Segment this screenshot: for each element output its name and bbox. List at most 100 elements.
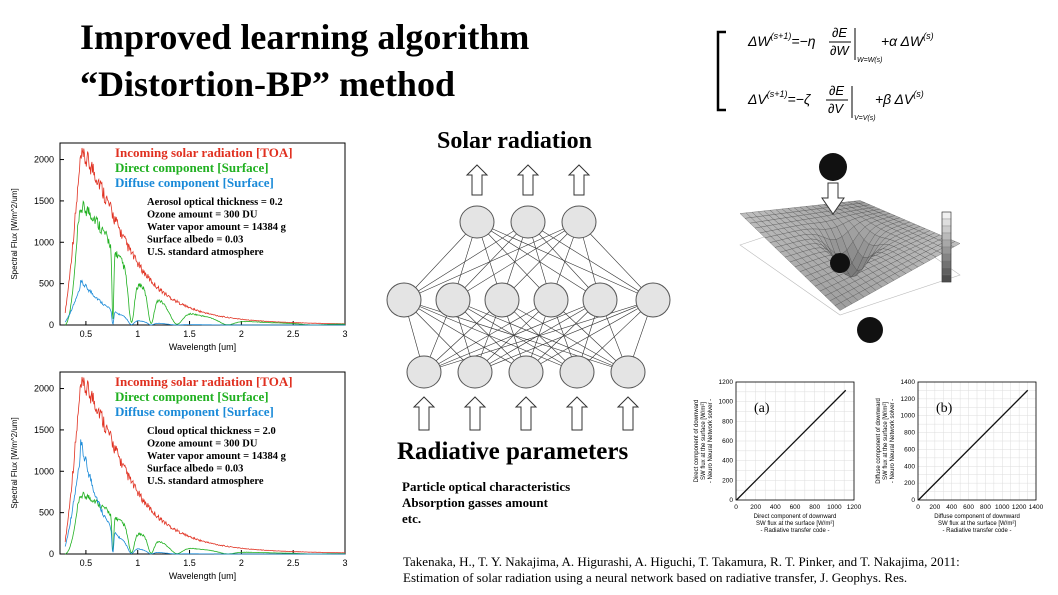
y-axis-label: SW flux at the surface [W/m²] [883, 402, 889, 480]
condition-text: Cloud optical thickness = 2.0 [147, 426, 276, 437]
x-axis-label: Wavelength [um] [169, 342, 236, 352]
eq1-rhs: +α ΔW(s) [881, 31, 934, 49]
x-tick-label: 2 [239, 558, 244, 568]
condition-text: Surface albedo = 0.03 [147, 464, 243, 475]
nn-note-1: Particle optical characteristics [402, 479, 571, 494]
condition-text: Surface albedo = 0.03 [147, 235, 243, 246]
hidden-neuron [484, 282, 520, 318]
nn-note-2: Absorption gasses amount [402, 495, 548, 510]
x-tick-label: 400 [946, 504, 957, 511]
x-tick-label: 1.5 [183, 558, 196, 568]
y-axis-label: Spectral Flux [W/m^2/um] [10, 188, 19, 279]
colorbar [941, 211, 952, 283]
y-tick-label: 200 [904, 480, 915, 487]
input-neuron [610, 355, 646, 389]
svg-text:∂E: ∂E [832, 25, 847, 40]
spectrum-chart-aerosol: 0 500 1000 1500 2000 0.5 1 1.5 2 2.5 3 Wavelength [… [10, 142, 348, 352]
y-tick-label: 1200 [719, 379, 734, 386]
condition-text: Ozone amount = 300 DU [147, 210, 258, 221]
error-surface-diagram [739, 153, 961, 343]
svg-text:V=V(s): V=V(s) [854, 115, 876, 122]
x-tick-label: 2.5 [287, 329, 300, 339]
x-axis-label: - Radiative transfer code - [942, 528, 1011, 534]
ball-minimum-icon [830, 253, 850, 273]
scatter-points [917, 389, 1029, 501]
y-tick-label: 0 [911, 497, 915, 504]
toa-curve [64, 147, 346, 325]
x-tick-label: 3 [342, 329, 347, 339]
panel-tag: (b) [936, 401, 953, 416]
plot-frame [917, 381, 1037, 501]
condition-text: Water vapor amount = 14384 g [147, 222, 287, 233]
scatter-plot-diffuse: 0020020040040060060080080010001000120012… [876, 379, 1044, 534]
x-tick-label: 400 [770, 504, 781, 511]
direct-curve [65, 491, 345, 555]
condition-text: Water vapor amount = 14384 g [147, 451, 287, 462]
y-axis-label: Direct component of downward [694, 400, 700, 483]
condition-text: Aerosol optical thickness = 0.2 [147, 197, 283, 208]
y-tick-label: 200 [722, 477, 733, 484]
y-tick-label: 1000 [901, 413, 916, 420]
nn-note-3: etc. [402, 511, 422, 526]
svg-text:W=W(s): W=W(s) [857, 57, 882, 64]
y-axis-label: - Neuro Neural Network solver - [708, 399, 714, 483]
x-tick-label: 800 [980, 504, 991, 511]
input-neuron [508, 355, 544, 389]
x-tick-label: 1000 [827, 504, 842, 511]
y-tick-label: 600 [722, 438, 733, 445]
spectrum-chart-cloud: 0 500 1000 1500 2000 0.5 1 1.5 2 2.5 3 Wavelength [… [10, 371, 348, 581]
direct-curve [64, 200, 345, 326]
toa-curve [64, 376, 346, 554]
hidden-neuron [533, 282, 569, 318]
scatter-plot-direct: 00 200 200 400 400 600 600 800 800 1000 1000 1200 12… [694, 379, 862, 534]
y-axis-label: SW flux at the surface [W/m²] [701, 402, 707, 480]
x-tick-label: 0 [734, 504, 738, 511]
x-tick-label: 1 [135, 329, 140, 339]
neural-network-diagram [386, 164, 671, 431]
eq1-lhs: ΔW(s+1)=−η [747, 31, 816, 49]
y-tick-label: 400 [904, 463, 915, 470]
y-tick-label: 0 [729, 497, 733, 504]
hidden-neuron [635, 282, 671, 318]
x-tick-label: 800 [809, 504, 820, 511]
y-tick-label: 600 [904, 446, 915, 453]
legend-toa: Incoming solar radiation [TOA] [115, 374, 293, 389]
x-tick-label: 2.5 [287, 558, 300, 568]
input-arrow-icon [412, 396, 436, 431]
y-tick-label: 1000 [719, 399, 734, 406]
svg-text:∂E: ∂E [829, 83, 844, 98]
nn-input-label: Radiative parameters [397, 438, 629, 465]
input-arrow-icon [514, 396, 538, 431]
diffuse-curve [64, 439, 345, 555]
eq2-lhs: ΔV(s+1)=−ζ [747, 89, 812, 107]
output-neuron [561, 205, 597, 239]
hidden-neuron [435, 282, 471, 318]
plot-frame [735, 381, 855, 501]
x-tick-label: 200 [750, 504, 761, 511]
svg-text:∂V: ∂V [828, 101, 844, 116]
output-neuron [459, 205, 495, 239]
y-axis-label: - Neuro Neural Network solver - [890, 399, 896, 483]
x-tick-label: 0.5 [80, 329, 93, 339]
nn-output-label: Solar radiation [437, 128, 592, 154]
x-axis-label: Direct component of downward [754, 514, 837, 520]
y-tick-label: 2000 [34, 384, 54, 394]
y-tick-label: 1500 [34, 196, 54, 206]
panel-tag: (a) [754, 401, 770, 416]
y-tick-label: 1000 [34, 237, 54, 247]
x-axis-label: Wavelength [um] [169, 571, 236, 581]
input-arrow-icon [616, 396, 640, 431]
x-tick-label: 600 [790, 504, 801, 511]
x-tick-label: 0.5 [80, 558, 93, 568]
equation-bracket [716, 30, 726, 112]
legend-direct: Direct component [Surface] [115, 389, 269, 404]
x-tick-label: 200 [929, 504, 940, 511]
y-tick-label: 0 [49, 549, 54, 559]
down-arrow-icon [821, 182, 845, 215]
input-arrow-icon [565, 396, 589, 431]
y-tick-label: 500 [39, 508, 54, 518]
input-arrow-icon [463, 396, 487, 431]
y-tick-label: 1000 [34, 466, 54, 476]
y-tick-label: 800 [904, 430, 915, 437]
ball-start-icon [819, 153, 847, 181]
